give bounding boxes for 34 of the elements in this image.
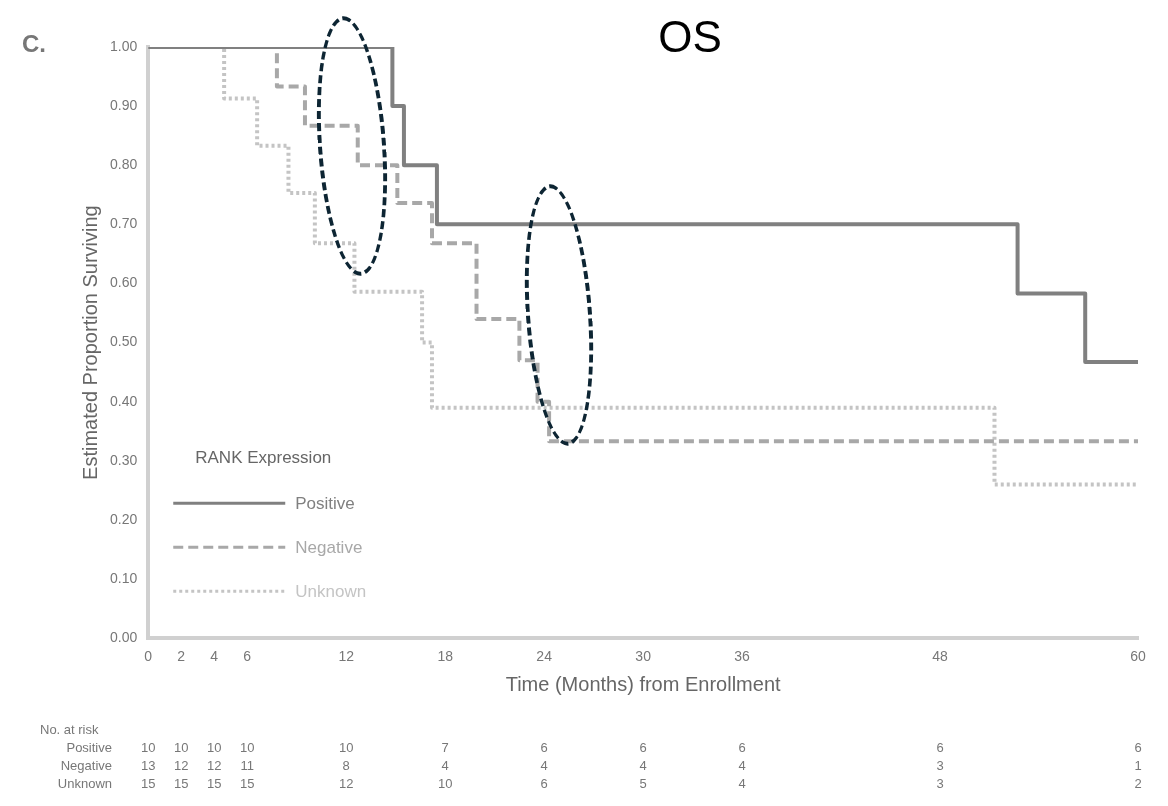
text: Positive 10 10 10 10 10 7 6 6 6 6 6 bbox=[66, 740, 1142, 755]
x-tick-label: 6 bbox=[243, 648, 252, 665]
y-tick-label: 0.20 bbox=[110, 510, 138, 527]
x-tick-label: 2 bbox=[177, 648, 186, 665]
y-tick-label: 0.50 bbox=[110, 333, 138, 350]
x-tick-label: 60 bbox=[1130, 648, 1146, 665]
y-tick-label: 0.70 bbox=[110, 215, 138, 232]
y-axis-title: Estimated Proportion Surviving bbox=[78, 205, 101, 480]
x-axis-title: Time (Months) from Enrollment bbox=[505, 672, 781, 695]
x-tick-label: 0 bbox=[144, 648, 153, 665]
y-tick-label: 0.40 bbox=[110, 392, 138, 409]
text: Negative 13 12 12 11 8 4 4 4 4 3 1 bbox=[60, 758, 1142, 773]
chart-title: OS bbox=[658, 12, 722, 61]
y-tick-label: 0.80 bbox=[110, 156, 138, 173]
y-tick-label: 1.00 bbox=[110, 37, 138, 54]
x-tick-label: 36 bbox=[734, 648, 751, 665]
y-tick-label: 0.60 bbox=[110, 274, 138, 291]
x-tick-label: 18 bbox=[437, 648, 454, 665]
text: No. at risk bbox=[40, 722, 99, 737]
x-tick-label: 24 bbox=[536, 648, 553, 665]
y-tick-label: 0.90 bbox=[110, 96, 138, 113]
text: Unknown bbox=[295, 582, 367, 602]
legend-title: RANK Expression bbox=[195, 448, 332, 468]
text: Negative bbox=[295, 538, 363, 558]
text: Positive bbox=[295, 494, 355, 514]
x-tick-label: 48 bbox=[932, 648, 949, 665]
text: Unknown 15 15 15 15 12 10 6 5 4 3 2 bbox=[57, 776, 1142, 791]
x-tick-label: 12 bbox=[338, 648, 355, 665]
y-tick-label: 0.30 bbox=[110, 451, 138, 468]
text: C. bbox=[22, 30, 46, 57]
x-tick-label: 4 bbox=[210, 648, 219, 665]
y-tick-label: 0.00 bbox=[110, 629, 138, 646]
x-tick-label: 30 bbox=[635, 648, 652, 665]
y-tick-label: 0.10 bbox=[110, 569, 138, 586]
